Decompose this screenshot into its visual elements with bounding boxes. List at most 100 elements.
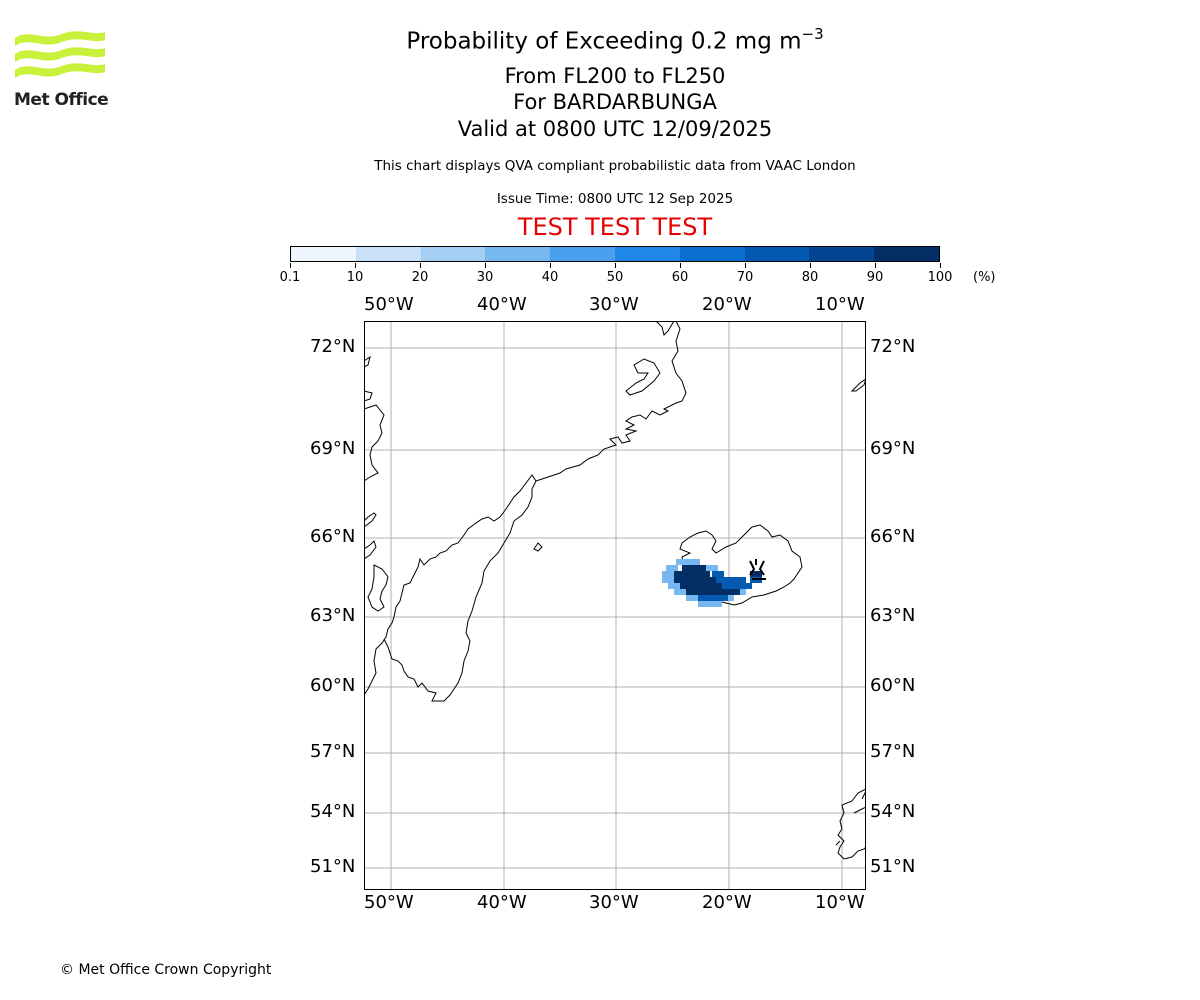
colorbar-tick-label: 80 — [801, 270, 819, 285]
ash-cell — [674, 571, 680, 577]
colorbar-tick-label: 100 — [927, 270, 953, 285]
colorbar-tick — [810, 263, 811, 268]
ash-cell — [706, 565, 712, 571]
ash-cell — [716, 595, 722, 601]
colorbar-tick-label: 20 — [411, 270, 429, 285]
ash-cell — [698, 595, 704, 601]
ash-cell — [710, 589, 716, 595]
ash-cell — [680, 577, 686, 583]
ash-cell — [698, 571, 704, 577]
ash-cell — [740, 583, 746, 589]
ash-cell — [716, 577, 722, 583]
ash-cell — [688, 559, 694, 565]
ash-cell — [718, 571, 724, 577]
colorbar-unit: (%) — [973, 270, 996, 285]
colorbar-tick — [550, 263, 551, 268]
latitude-label-left: 72°N — [310, 336, 356, 357]
ash-cell — [674, 583, 680, 589]
ash-cell — [674, 577, 680, 583]
ash-cell — [668, 577, 674, 583]
colorbar-tick-label: 30 — [476, 270, 494, 285]
ash-cell — [680, 583, 686, 589]
ash-cell — [722, 589, 728, 595]
colorbar-tick-label: 10 — [346, 270, 364, 285]
colorbar-segment — [809, 247, 875, 261]
issue-time: Issue Time: 0800 UTC 12 Sep 2025 — [496, 191, 734, 207]
colorbar-tick — [355, 263, 356, 268]
colorbar-segment — [420, 247, 486, 261]
ash-cell — [694, 559, 700, 565]
colorbar-tick — [485, 263, 486, 268]
ash-cell — [666, 565, 672, 571]
longitude-label-bottom: 20°W — [702, 892, 752, 913]
longitude-label-bottom: 50°W — [364, 892, 414, 913]
latitude-label-left: 63°N — [310, 605, 356, 626]
ash-cell — [692, 577, 698, 583]
ash-cell — [722, 577, 728, 583]
longitude-label-bottom: 40°W — [477, 892, 527, 913]
longitude-label-bottom: 30°W — [589, 892, 639, 913]
longitude-label-top: 30°W — [589, 294, 639, 315]
ash-cell — [740, 589, 746, 595]
ash-cell — [692, 583, 698, 589]
colorbar-segment — [550, 247, 615, 261]
ash-cell — [716, 589, 722, 595]
ash-cell — [686, 589, 692, 595]
met-office-waves-icon — [15, 31, 105, 78]
ash-cell — [698, 601, 704, 607]
ash-cell — [710, 583, 716, 589]
colorbar-tick — [290, 263, 291, 268]
ash-cell — [668, 583, 674, 589]
longitude-label-top: 50°W — [364, 294, 414, 315]
colorbar-tick-label: 90 — [866, 270, 884, 285]
ash-cell — [694, 565, 700, 571]
logo-text: Met Office — [14, 90, 109, 110]
ash-cell — [712, 571, 718, 577]
colorbar-tick-label: 70 — [736, 270, 754, 285]
longitude-label-top: 10°W — [815, 294, 865, 315]
ash-cell — [672, 565, 678, 571]
latitude-label-left: 60°N — [310, 675, 356, 696]
colorbar-segment — [291, 247, 356, 261]
latitude-label-left: 69°N — [310, 438, 356, 459]
colorbar-tick-label: 0.1 — [279, 270, 301, 285]
compliance-note: This chart displays QVA compliant probab… — [374, 158, 856, 174]
greenland-west-coast — [364, 355, 389, 612]
greenland-coastline — [364, 321, 687, 696]
ash-cell — [698, 577, 704, 583]
ash-cell — [686, 577, 692, 583]
greenland-southeast-coast — [383, 480, 537, 702]
ash-cell — [680, 571, 686, 577]
ash-cell — [682, 565, 688, 571]
ash-cell — [698, 589, 704, 595]
ash-cell — [716, 583, 722, 589]
latitude-label-right: 54°N — [870, 801, 916, 822]
longitude-label-top: 20°W — [702, 294, 752, 315]
colorbar-segment — [679, 247, 745, 261]
ash-cell — [688, 565, 694, 571]
greenland-island — [533, 542, 543, 552]
colorbar-tick — [615, 263, 616, 268]
ash-cell — [750, 571, 756, 577]
ash-cell — [692, 595, 698, 601]
ash-probability-plume — [662, 559, 762, 607]
latitude-label-left: 54°N — [310, 801, 356, 822]
british-isles-coastline — [837, 788, 866, 860]
ash-cell — [686, 583, 692, 589]
ash-cell — [704, 589, 710, 595]
latitude-label-right: 72°N — [870, 336, 916, 357]
ash-cell — [710, 577, 716, 583]
colorbar-segment — [874, 247, 939, 261]
ash-cell — [700, 565, 706, 571]
ash-cell — [668, 571, 674, 577]
ash-cell — [704, 583, 710, 589]
copyright-notice: © Met Office Crown Copyright — [60, 962, 272, 978]
chart-title: Probability of Exceeding 0.2 mg m−3 — [406, 25, 824, 55]
ash-cell — [704, 577, 710, 583]
ash-cell — [722, 583, 728, 589]
colorbar-tick-label: 40 — [541, 270, 559, 285]
ash-cell — [740, 577, 746, 583]
ash-cell — [722, 595, 728, 601]
ash-cell — [704, 595, 710, 601]
longitude-label-top: 40°W — [477, 294, 527, 315]
